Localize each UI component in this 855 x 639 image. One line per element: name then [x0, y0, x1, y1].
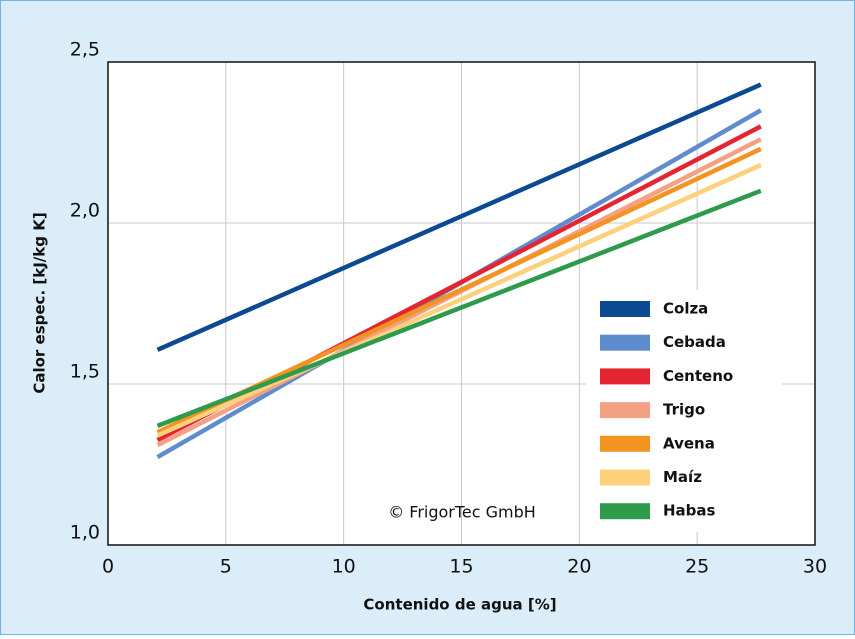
x-tick-label: 20	[567, 556, 591, 578]
legend-label: Colza	[663, 300, 708, 318]
series-line	[156, 162, 762, 438]
x-tick-label: 25	[685, 556, 709, 578]
legend-label: Avena	[663, 434, 715, 452]
legend-swatch	[600, 301, 650, 317]
y-axis-label: Calor espec. [kJ/kg K]	[31, 212, 49, 393]
x-tick-label: 30	[803, 556, 827, 578]
x-tick-label: 10	[332, 556, 356, 578]
x-tick-label: 5	[220, 556, 232, 578]
x-tick-label: 15	[449, 556, 473, 578]
legend-swatch	[600, 334, 650, 351]
legend-swatch	[600, 435, 650, 452]
legend-label: Centeno	[663, 367, 733, 385]
y-tick-label: 2,0	[70, 200, 100, 222]
y-tick-label: 2,5	[70, 39, 100, 61]
legend-swatch	[600, 402, 650, 419]
legend-swatch	[600, 469, 650, 486]
annotation: © FrigorTec GmbH	[388, 503, 536, 522]
y-tick-label: 1,5	[70, 361, 100, 383]
y-tick-label: 1,0	[70, 522, 100, 544]
series-line	[156, 188, 762, 428]
legend-swatch	[600, 503, 650, 520]
plot-frame	[107, 61, 816, 546]
legend-swatch	[600, 368, 650, 385]
legend-label: Maíz	[663, 468, 702, 486]
x-tick-label: 0	[102, 556, 114, 578]
legend-label: Habas	[663, 502, 716, 520]
x-axis-label: Contenido de agua [%]	[363, 596, 556, 614]
legend-label: Trigo	[663, 401, 705, 419]
series-line	[156, 82, 762, 352]
legend-label: Cebada	[663, 333, 726, 351]
